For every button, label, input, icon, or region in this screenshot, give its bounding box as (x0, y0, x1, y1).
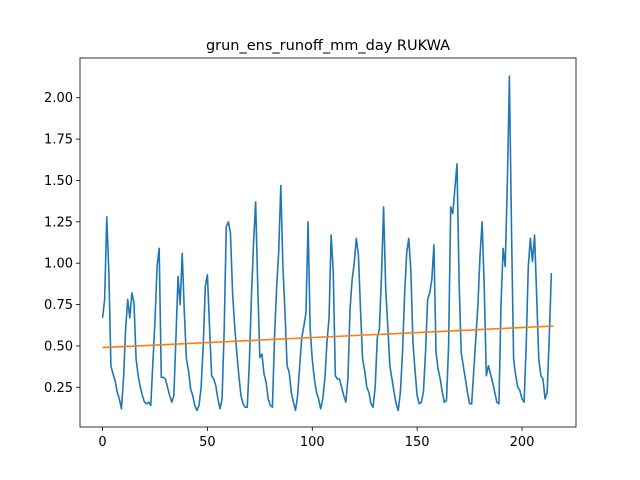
series-line-runoff (101, 75, 553, 412)
y-tick-label: 1.50 (44, 174, 73, 189)
y-axis: 0.25 0.50 0.75 1.00 1.25 1.50 1.75 2.00 (44, 91, 80, 396)
y-tick-label: 0.75 (44, 298, 73, 313)
chart-title: grun_ens_runoff_mm_day RUKWA (206, 38, 450, 54)
y-tick-label: 2.00 (44, 91, 73, 106)
x-tick-label: 50 (199, 435, 216, 450)
y-tick-label: 1.00 (44, 257, 73, 272)
y-tick-label: 0.25 (44, 381, 73, 396)
x-tick-label: 100 (300, 435, 325, 450)
x-tick-label: 200 (510, 435, 535, 450)
x-axis: 0 50 100 150 200 (98, 427, 534, 450)
y-tick-label: 1.25 (44, 215, 73, 230)
x-tick-label: 0 (98, 435, 106, 450)
y-tick-label: 1.75 (44, 133, 73, 148)
y-tick-label: 0.50 (44, 339, 73, 354)
series-line-trend (102, 325, 554, 349)
x-tick-label: 150 (405, 435, 430, 450)
series-layer (101, 75, 554, 412)
plot-area-frame (79, 57, 577, 428)
